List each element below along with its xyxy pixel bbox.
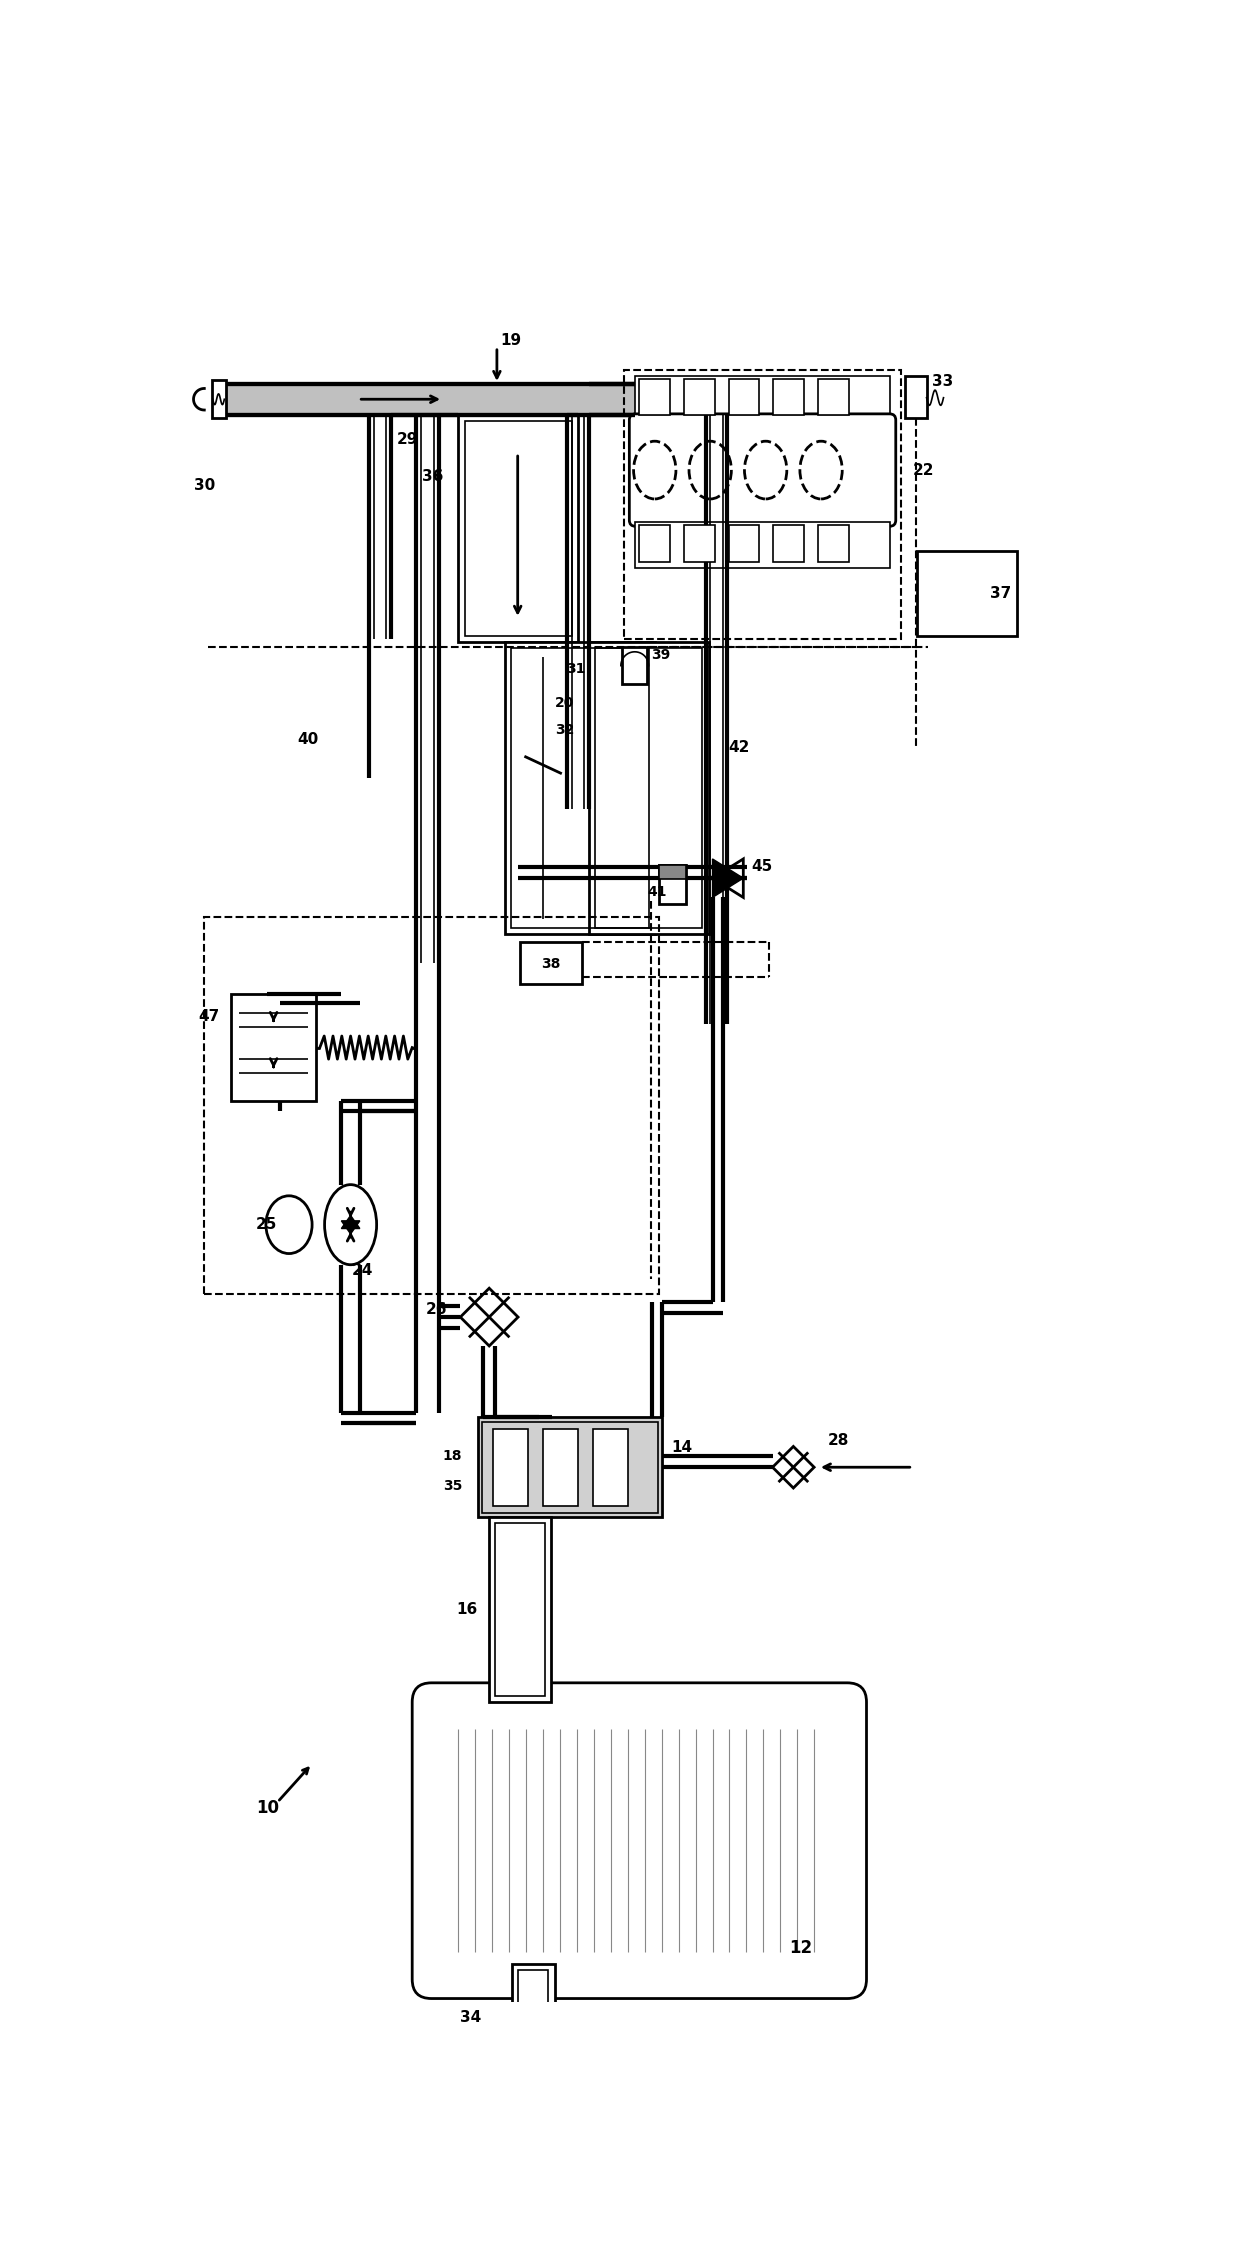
Bar	[640, 524, 670, 562]
Bar	[624, 371, 901, 639]
Text: 14: 14	[672, 1439, 693, 1455]
Bar	[622, 648, 647, 684]
Bar	[490, 1518, 551, 1702]
Text: 31: 31	[567, 661, 585, 675]
Bar	[517, 1970, 548, 2017]
Ellipse shape	[265, 1196, 312, 1253]
Polygon shape	[341, 1221, 360, 1235]
Bar	[589, 385, 635, 414]
Bar	[482, 1421, 658, 1514]
Bar	[595, 648, 703, 929]
Text: 35: 35	[443, 1480, 463, 1493]
Bar	[774, 380, 804, 416]
Text: 33: 33	[932, 373, 954, 389]
Text: 30: 30	[193, 479, 215, 493]
Bar	[459, 414, 578, 641]
Bar	[684, 380, 714, 416]
Text: 45: 45	[751, 859, 773, 875]
Ellipse shape	[325, 1185, 377, 1264]
Bar	[511, 648, 649, 929]
Bar	[494, 1428, 528, 1507]
Text: 16: 16	[456, 1601, 477, 1617]
Bar	[205, 918, 658, 1293]
Text: 22: 22	[913, 463, 934, 477]
Text: 10: 10	[255, 1799, 279, 1817]
Text: 19: 19	[500, 333, 521, 349]
Text: 29: 29	[397, 432, 418, 448]
Text: 34: 34	[460, 2011, 481, 2026]
Text: 12: 12	[790, 1939, 812, 1957]
Text: 36: 36	[422, 468, 443, 484]
Text: 39: 39	[651, 648, 670, 661]
Bar	[589, 641, 708, 933]
Bar	[658, 866, 686, 904]
Text: 40: 40	[298, 733, 319, 747]
Bar	[512, 1963, 554, 2026]
Bar	[905, 376, 926, 418]
Bar	[226, 385, 735, 414]
Text: 38: 38	[541, 956, 560, 972]
Text: 37: 37	[990, 585, 1011, 600]
Bar	[495, 1523, 544, 1696]
Bar	[543, 1428, 578, 1507]
Polygon shape	[713, 859, 743, 897]
Bar	[212, 380, 226, 418]
Text: 18: 18	[443, 1448, 463, 1462]
Polygon shape	[341, 1214, 360, 1228]
FancyBboxPatch shape	[412, 1682, 867, 1999]
Bar	[774, 524, 804, 562]
Bar	[465, 421, 572, 636]
Bar	[818, 524, 849, 562]
Bar	[729, 380, 759, 416]
Text: 28: 28	[828, 1433, 849, 1448]
Bar	[520, 942, 582, 985]
Text: 20: 20	[554, 697, 574, 711]
Bar	[635, 376, 889, 418]
Text: 41: 41	[647, 886, 667, 900]
Bar	[477, 1417, 662, 1518]
Text: 47: 47	[198, 1010, 219, 1023]
Bar	[640, 380, 670, 416]
FancyBboxPatch shape	[630, 414, 895, 526]
Bar	[231, 994, 316, 1102]
Bar	[684, 524, 714, 562]
Bar	[593, 1428, 627, 1507]
Bar	[505, 641, 655, 933]
Bar	[729, 524, 759, 562]
Bar	[658, 866, 686, 879]
Text: 42: 42	[728, 740, 749, 756]
Text: 24: 24	[351, 1264, 373, 1277]
Bar	[818, 380, 849, 416]
Text: 26: 26	[425, 1302, 446, 1318]
Text: 32: 32	[554, 724, 574, 738]
Text: 25: 25	[257, 1217, 278, 1232]
Bar	[916, 551, 1017, 636]
Bar	[635, 522, 889, 567]
